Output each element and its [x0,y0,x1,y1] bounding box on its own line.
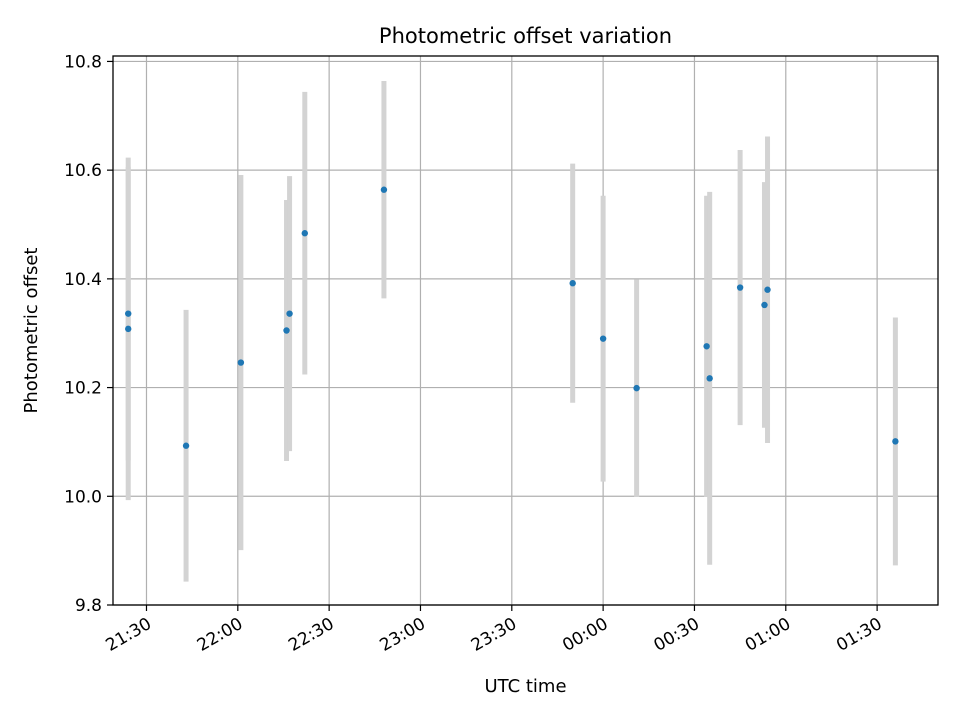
data-point [703,343,710,350]
data-point [125,310,132,317]
x-tick-label: 00:00 [559,614,611,656]
y-tick-label: 10.8 [64,52,102,72]
x-tick-label: 01:30 [833,614,885,656]
x-axis-label: UTC time [484,676,566,697]
y-axis-ticks: 9.8 10.0 10.2 10.4 10.6 10.8 [64,52,113,616]
data-point [286,310,293,317]
data-point [182,442,190,449]
grid-lines [113,56,938,606]
chart-title: Photometric offset variation [379,24,672,48]
y-tick-label: 9.8 [75,596,102,616]
x-tick-label: 01:00 [742,614,794,656]
x-tick-label: 21:30 [103,614,155,656]
x-tick-label: 23:00 [377,614,429,656]
y-tick-label: 10.2 [64,379,102,399]
data-point [237,359,245,366]
plot-frame [112,55,939,606]
x-tick-label: 22:00 [194,614,246,656]
data-point [599,335,607,342]
data-markers [125,186,899,449]
data-point [764,286,771,293]
data-point [761,301,768,309]
data-point [569,280,576,287]
data-point [301,230,308,237]
data-point [706,375,713,382]
x-tick-label: 22:30 [285,614,337,656]
y-axis-label: Photometric offset [21,248,42,414]
data-point [633,384,640,392]
data-point [380,186,388,193]
data-point [736,284,744,291]
data-point [125,325,132,333]
y-tick-label: 10.4 [64,270,102,290]
x-tick-label: 00:30 [651,614,703,656]
y-tick-label: 10.0 [64,487,102,507]
x-tick-label: 23:30 [468,614,520,656]
y-tick-label: 10.6 [64,161,102,181]
data-point [892,438,899,445]
data-point [283,327,290,334]
x-axis-ticks: 21:30 22:00 22:30 23:00 23:30 00:00 00:30 01:00… [103,605,886,656]
